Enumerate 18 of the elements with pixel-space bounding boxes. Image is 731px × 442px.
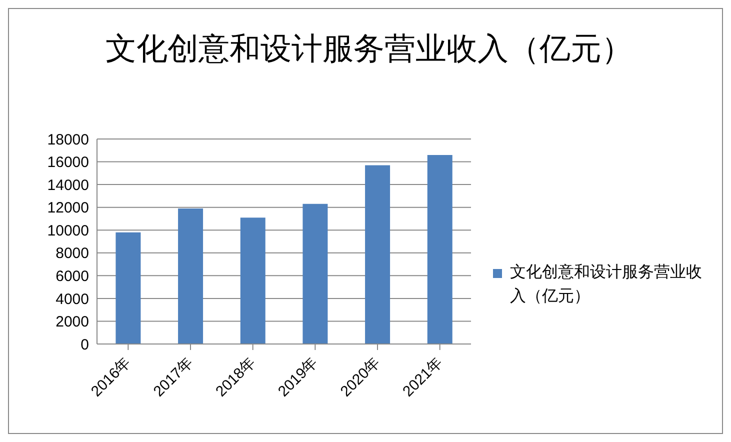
bar <box>178 208 204 344</box>
y-tick-label: 14000 <box>47 176 89 194</box>
bar <box>427 154 452 344</box>
y-tick-label: 0 <box>80 336 89 354</box>
legend-label: 文化创意和设计服务营业收入（亿元） <box>510 262 703 307</box>
y-tick-label: 8000 <box>56 245 89 262</box>
y-tick-label: 16000 <box>47 154 89 172</box>
chart-title: 文化创意和设计服务营业收入（亿元） <box>104 30 634 68</box>
y-tick-label: 6000 <box>56 268 89 285</box>
bar <box>365 165 390 344</box>
y-tick-label: 18000 <box>47 131 89 148</box>
y-tick-label: 10000 <box>47 222 89 240</box>
bar <box>302 204 328 344</box>
bar <box>116 232 141 344</box>
bar <box>240 218 266 344</box>
y-tick-label: 12000 <box>47 200 89 217</box>
y-tick-label: 2000 <box>56 314 89 331</box>
y-tick-label: 4000 <box>56 290 89 308</box>
